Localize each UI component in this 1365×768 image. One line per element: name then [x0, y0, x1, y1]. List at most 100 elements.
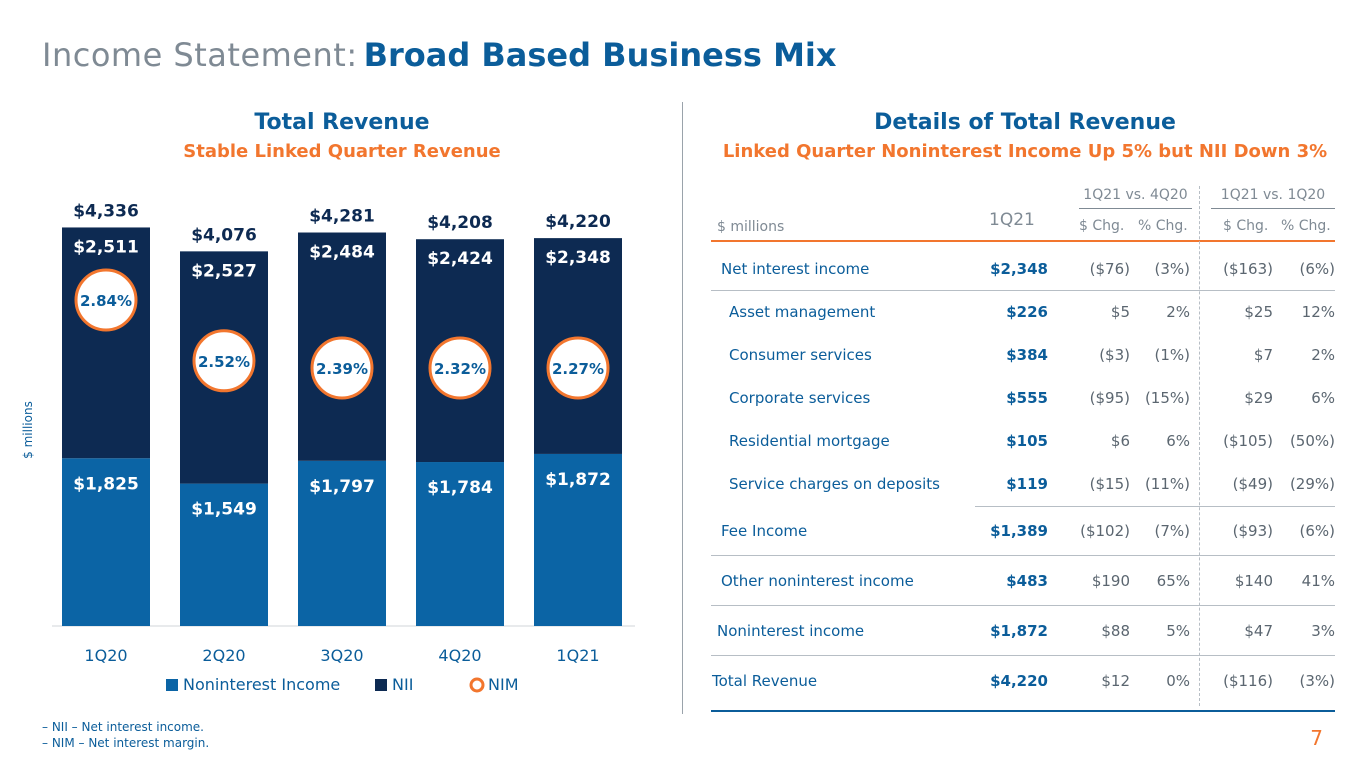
- table-row: Corporate services $555 ($95) (15%) $29 …: [711, 377, 1335, 420]
- header-chg-1: $ Chg.: [1079, 218, 1125, 234]
- header-rule: [711, 240, 1335, 242]
- legend-swatch-nii: [375, 679, 387, 691]
- row-label: Service charges on deposits: [729, 475, 940, 493]
- row-1q21: $4,220: [990, 672, 1048, 690]
- table-bottom-rule: [711, 710, 1335, 712]
- row-label: Fee Income: [721, 522, 808, 540]
- y-axis-label: $ millions: [21, 401, 35, 459]
- table-row: Consumer services $384 ($3) (1%) $7 2%: [711, 334, 1335, 377]
- row-1q21: $119: [1006, 475, 1048, 493]
- table-row: Other noninterest income $483 $190 65% $…: [711, 560, 1335, 603]
- row-chg-2: ($93): [1232, 522, 1273, 540]
- row-1q21: $1,389: [990, 522, 1048, 540]
- x-tick-label: 1Q20: [84, 646, 127, 665]
- row-label: Noninterest income: [717, 622, 865, 640]
- nim-marker: [192, 329, 256, 393]
- row-pct-2: 2%: [1311, 346, 1335, 364]
- table-row: Noninterest income $1,872 $88 5% $47 3%: [711, 610, 1335, 653]
- page-title: Income Statement: Broad Based Business Mi…: [42, 36, 837, 74]
- row-chg-1: ($76): [1089, 260, 1130, 278]
- chart-title: Total Revenue: [254, 110, 430, 135]
- row-pct-1: 0%: [1166, 672, 1190, 690]
- row-label: Corporate services: [729, 389, 871, 407]
- legend-swatch-nim: [469, 677, 485, 693]
- row-pct-2: 12%: [1301, 303, 1335, 321]
- row-chg-2: ($105): [1223, 432, 1273, 450]
- row-chg-1: $12: [1101, 672, 1130, 690]
- row-rule: [711, 605, 1335, 606]
- header-group-vs-1q20: 1Q21 vs. 1Q20: [1211, 187, 1335, 209]
- data-label-nii: $2,484: [309, 243, 375, 263]
- bar-noninterest-income: [534, 453, 622, 626]
- row-chg-2: ($116): [1223, 672, 1273, 690]
- row-chg-2: $47: [1244, 622, 1273, 640]
- row-label: Total Revenue: [712, 672, 818, 690]
- row-chg-2: $25: [1244, 303, 1273, 321]
- row-pct-1: 5%: [1166, 622, 1190, 640]
- row-chg-2: $140: [1234, 572, 1273, 590]
- data-label-nim: 2.27%: [552, 360, 604, 378]
- data-label-nii: $2,424: [427, 249, 493, 269]
- x-tick-label: 4Q20: [438, 646, 481, 665]
- row-pct-1: (1%): [1154, 346, 1190, 364]
- nim-marker: [428, 336, 492, 400]
- row-rule: [975, 506, 1335, 507]
- row-chg-2: $29: [1244, 389, 1273, 407]
- revenue-details-table: 1Q21 vs. 4Q20 1Q21 vs. 1Q20 $ millions 1…: [711, 180, 1335, 720]
- nim-marker: [546, 336, 610, 400]
- row-1q21: $555: [1006, 389, 1048, 407]
- bar-noninterest-income: [180, 483, 268, 626]
- row-rule: [711, 555, 1335, 556]
- header-pct-1: % Chg.: [1138, 218, 1188, 234]
- data-label-nii: $2,527: [191, 261, 257, 281]
- row-pct-2: 6%: [1311, 389, 1335, 407]
- legend-swatch-noninterest-income: [166, 679, 178, 691]
- row-chg-1: ($15): [1089, 475, 1130, 493]
- data-label-noninterest-income: $1,825: [73, 474, 139, 494]
- table-row: Net interest income $2,348 ($76) (3%) ($…: [711, 248, 1335, 291]
- nim-marker: [74, 268, 138, 332]
- nim-marker: [310, 336, 374, 400]
- data-label-noninterest-income: $1,549: [191, 500, 257, 520]
- row-pct-2: (29%): [1289, 475, 1335, 493]
- bar-noninterest-income: [62, 458, 150, 626]
- x-tick-label: 3Q20: [320, 646, 363, 665]
- header-1q21: 1Q21: [989, 210, 1035, 230]
- table-row: Asset management $226 $5 2% $25 12%: [711, 291, 1335, 334]
- header-group-vs-4q20-label: 1Q21 vs. 4Q20: [1083, 187, 1188, 203]
- row-pct-1: (11%): [1144, 475, 1190, 493]
- table-row: Service charges on deposits $119 ($15) (…: [711, 463, 1335, 506]
- data-label-total: $4,220: [545, 212, 611, 232]
- header-chg-2: $ Chg.: [1223, 218, 1269, 234]
- row-pct-2: 3%: [1311, 622, 1335, 640]
- row-label: Consumer services: [729, 346, 872, 364]
- row-1q21: $105: [1006, 432, 1048, 450]
- column-separator: [1199, 186, 1200, 706]
- header-pct-2: % Chg.: [1281, 218, 1331, 234]
- chart-subtitle: Stable Linked Quarter Revenue: [183, 141, 501, 162]
- row-1q21: $1,872: [990, 622, 1048, 640]
- panel-divider: [682, 102, 683, 714]
- table-title: Details of Total Revenue: [874, 110, 1176, 135]
- legend-label-nii: NII: [392, 675, 413, 694]
- data-label-nim: 2.39%: [316, 360, 368, 378]
- row-1q21: $483: [1006, 572, 1048, 590]
- row-chg-1: $88: [1101, 622, 1130, 640]
- data-label-nim: 2.84%: [80, 292, 132, 310]
- row-pct-2: (3%): [1299, 672, 1335, 690]
- x-tick-label: 2Q20: [202, 646, 245, 665]
- row-chg-1: ($3): [1099, 346, 1130, 364]
- bar-noninterest-income: [298, 460, 386, 626]
- left-panel-title: Total Revenue Stable Linked Quarter Reve…: [42, 110, 642, 162]
- footnote-nii: – NII – Net interest income.: [42, 720, 204, 734]
- row-pct-2: (6%): [1299, 260, 1335, 278]
- bar-noninterest-income: [416, 462, 504, 626]
- row-chg-1: $5: [1110, 303, 1130, 321]
- row-label: Residential mortgage: [729, 432, 890, 450]
- table-row: Fee Income $1,389 ($102) (7%) ($93) (6%): [711, 510, 1335, 553]
- data-label-noninterest-income: $1,784: [427, 478, 493, 498]
- row-chg-1: ($102): [1080, 522, 1130, 540]
- row-1q21: $226: [1006, 303, 1048, 321]
- row-pct-1: (7%): [1154, 522, 1190, 540]
- data-label-nim: 2.32%: [434, 360, 486, 378]
